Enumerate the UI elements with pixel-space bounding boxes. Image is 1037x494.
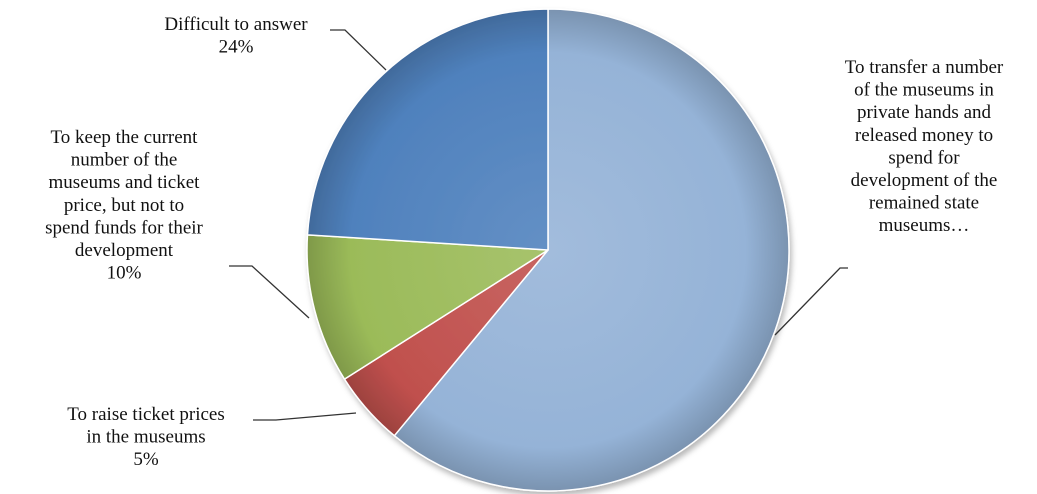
pie-slice-1 — [393, 8, 790, 492]
leader-line-2 — [253, 412, 357, 421]
leader-line-4 — [330, 29, 387, 71]
pie-slice-3 — [306, 234, 549, 380]
leader-line-1 — [774, 267, 848, 336]
pie-slices — [306, 8, 790, 492]
pie-slice-4 — [306, 8, 549, 251]
slice-label-1: To transfer a number of the museums in pri… — [845, 57, 1004, 236]
slice-label-3: To keep the current number of the museums … — [45, 127, 203, 284]
leader-line-3 — [229, 265, 310, 319]
slice-label-4: Difficult to answer 24% — [164, 14, 308, 58]
slice-label-2: To raise ticket prices in the museums 5% — [67, 404, 224, 470]
